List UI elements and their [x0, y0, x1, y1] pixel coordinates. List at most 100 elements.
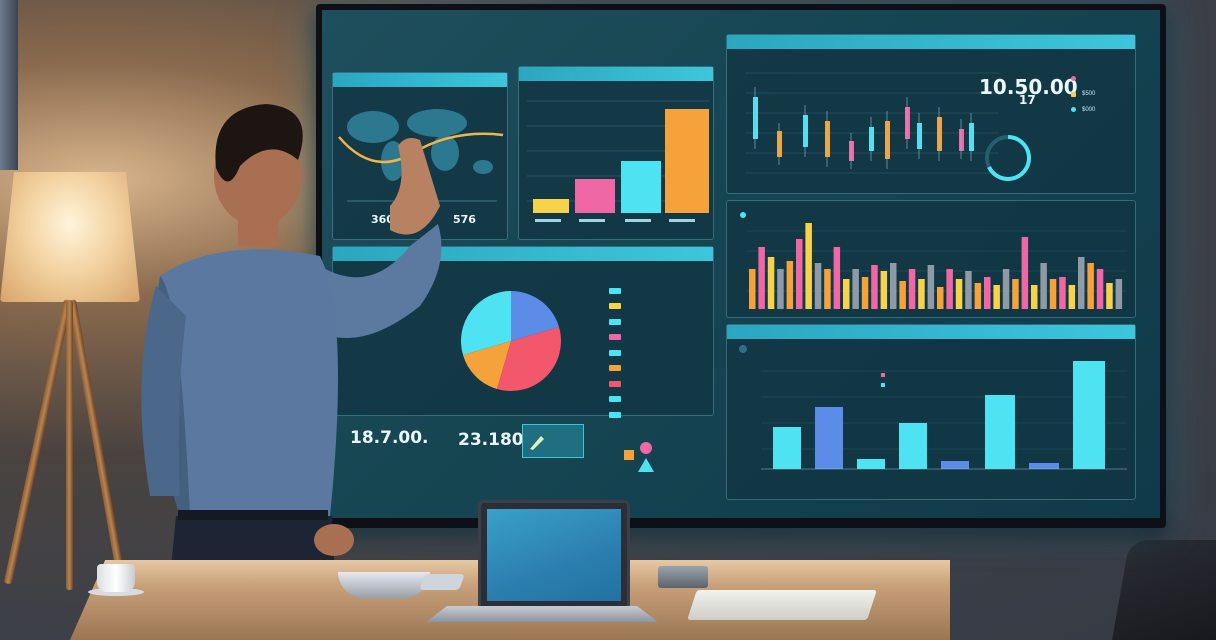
wall-display: 360 576	[316, 4, 1166, 528]
multi-bar	[927, 265, 935, 309]
kpi-mid-value: 23.180	[458, 430, 524, 450]
candlestick-chart	[745, 72, 999, 174]
multi-bar	[749, 269, 756, 309]
multi-bar	[974, 283, 982, 309]
multi-bar	[1087, 263, 1094, 309]
multi-bar	[814, 263, 822, 309]
floor-lamp-tripod	[3, 299, 127, 590]
multi-bar	[1115, 279, 1123, 309]
multi-bar	[880, 271, 888, 309]
map-right-value: 576	[453, 213, 476, 226]
multi-bar	[1096, 269, 1104, 309]
headline-subvalue: 17	[1019, 93, 1036, 107]
notebook	[687, 590, 877, 620]
multi-bar	[993, 285, 1000, 309]
multi-bar	[1002, 269, 1010, 309]
dashboard-screen: 360 576	[322, 10, 1160, 518]
multi-bar	[824, 269, 831, 309]
column-panel	[726, 324, 1136, 500]
kpi-left-value: 18.7.00.	[350, 428, 429, 448]
pie-slice-orange	[463, 341, 511, 389]
multi-bar	[843, 279, 850, 309]
multi-bar	[796, 239, 803, 309]
candle	[825, 121, 830, 157]
column-chart	[739, 345, 1127, 470]
multi-bar	[1068, 285, 1076, 309]
column-bar	[773, 427, 801, 469]
multi-bar	[908, 269, 916, 309]
multi-bar	[1059, 277, 1066, 309]
office-chair	[1110, 540, 1216, 640]
smartphone	[419, 574, 465, 590]
column-bar	[985, 395, 1015, 469]
multi-bar	[937, 287, 944, 309]
legend-value-1: $500	[1082, 91, 1096, 98]
multi-bar	[1106, 283, 1113, 309]
multi-bar	[955, 279, 963, 309]
column-bar	[815, 407, 843, 469]
multi-bar	[984, 277, 991, 309]
multi-bar-chart	[740, 212, 1127, 309]
headline-value: 10.50.00	[979, 75, 1078, 99]
multi-bar	[918, 279, 925, 309]
multi-bar-group	[749, 223, 1123, 309]
candle	[905, 107, 910, 139]
multi-bar	[1049, 279, 1057, 309]
growth-bar-1	[533, 199, 569, 213]
pie-slice-blue	[511, 291, 559, 341]
candle	[803, 115, 808, 147]
column-bar	[899, 423, 927, 469]
multi-bar	[861, 277, 869, 309]
column-bar	[1029, 463, 1059, 469]
multi-bar	[805, 223, 812, 309]
candle	[917, 123, 922, 149]
candle	[959, 129, 964, 151]
multi-bar	[890, 263, 897, 309]
pie-legend	[609, 283, 627, 423]
snack-bowl	[338, 572, 430, 598]
multi-bar-panel	[726, 200, 1136, 318]
multi-bar	[786, 261, 794, 309]
map-left-value: 360	[371, 213, 394, 226]
growth-bar-chart	[527, 100, 709, 222]
candle	[969, 123, 974, 151]
bar-growth-panel	[518, 66, 714, 240]
kpi-pen-tile	[522, 424, 584, 458]
multi-bar	[1012, 279, 1019, 309]
pie-slice-cyan	[461, 291, 511, 355]
window-frame	[0, 0, 18, 170]
candle	[849, 141, 854, 161]
column-bar	[857, 459, 885, 469]
laptop-display	[487, 509, 621, 601]
multi-bar	[871, 265, 878, 309]
ring-gauge-icon	[985, 135, 1031, 181]
column-bar	[1073, 361, 1105, 469]
person-presenting	[141, 104, 442, 640]
world-map-icon	[338, 109, 504, 202]
pen-icon	[530, 436, 544, 450]
laptop-base	[426, 606, 658, 622]
candlestick-panel: 10.50.00 17 $500 $000	[726, 34, 1136, 194]
coffee-mug	[97, 564, 135, 592]
candle	[937, 117, 942, 151]
multi-bar	[899, 281, 906, 309]
growth-bar-2	[575, 179, 615, 213]
candle	[753, 97, 758, 139]
shapes-icon	[624, 442, 654, 472]
multi-bar	[767, 257, 775, 309]
multi-bar	[946, 269, 953, 309]
headline-legend: $500 $000	[1071, 71, 1095, 118]
multi-bar	[852, 269, 859, 309]
multi-bar	[1021, 237, 1029, 309]
column-bar	[941, 461, 969, 469]
multi-bar	[965, 271, 972, 309]
multi-bar	[1031, 285, 1038, 309]
multi-bar	[1040, 263, 1047, 309]
multi-bar	[777, 269, 784, 309]
pie-chart	[461, 291, 561, 391]
map-panel: 360 576	[332, 72, 508, 240]
multi-bar	[833, 247, 841, 309]
growth-bar-3	[621, 161, 661, 213]
candle	[777, 131, 782, 157]
